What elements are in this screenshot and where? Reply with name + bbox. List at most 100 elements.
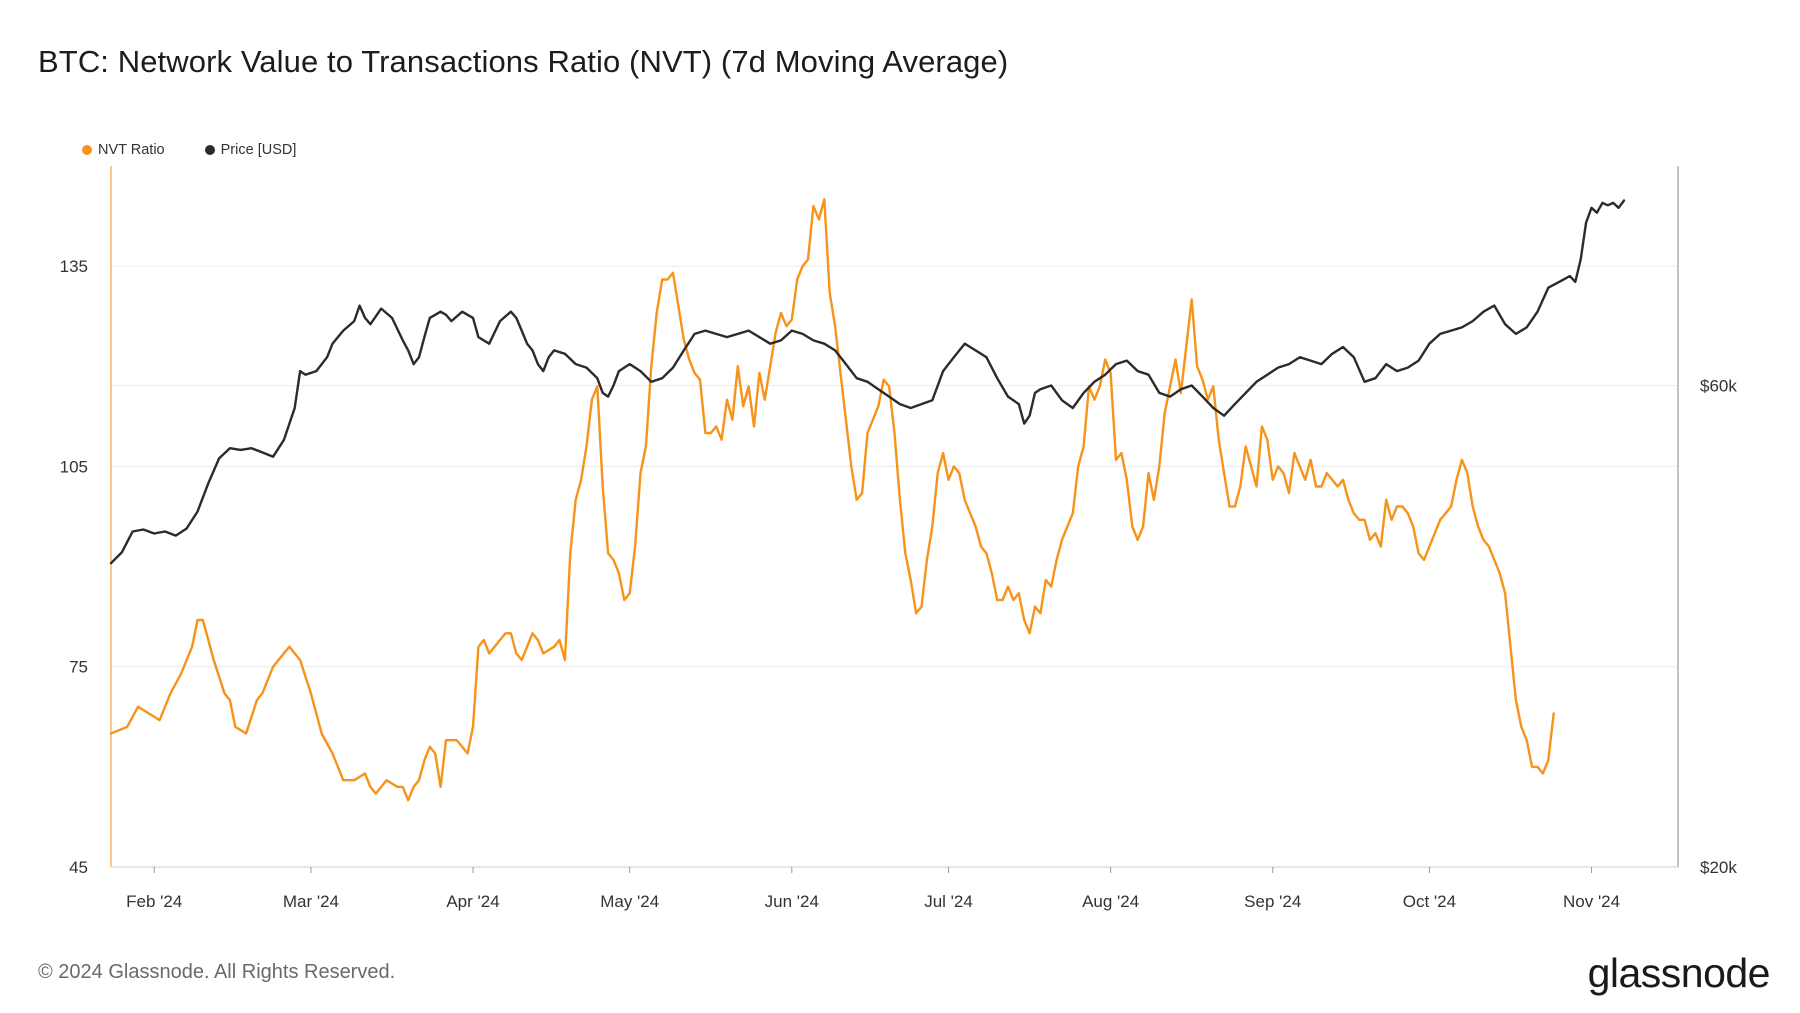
y-right-tick-label: $20k xyxy=(1700,858,1737,877)
nvt-point xyxy=(996,599,998,601)
glassnode-logo[interactable]: glassnode xyxy=(1587,950,1771,996)
nvt-point xyxy=(1093,398,1095,400)
nvt-point xyxy=(1509,645,1511,647)
nvt-point xyxy=(828,292,830,294)
nvt-point xyxy=(369,786,371,788)
nvt-point xyxy=(321,732,323,734)
nvt-point xyxy=(1153,499,1155,501)
nvt-point xyxy=(1088,385,1090,387)
nvt-point xyxy=(488,652,490,654)
price-point xyxy=(888,395,890,397)
nvt-point xyxy=(1390,519,1392,521)
nvt-point xyxy=(385,779,387,781)
legend-item-nvt[interactable]: NVT Ratio xyxy=(82,142,165,158)
nvt-point xyxy=(845,418,847,420)
price-point xyxy=(1407,366,1409,368)
price-point xyxy=(910,407,912,409)
nvt-point xyxy=(1461,459,1463,461)
nvt-point xyxy=(683,338,685,340)
nvt-point xyxy=(1115,459,1117,461)
nvt-point xyxy=(1531,766,1533,768)
nvt-point xyxy=(931,525,933,527)
price-point xyxy=(866,381,868,383)
x-tick-label: Sep '24 xyxy=(1244,892,1301,911)
price-points xyxy=(110,199,1625,564)
nvt-point xyxy=(1126,479,1128,481)
nvt-point xyxy=(229,699,231,701)
y-right-tick-label: $60k xyxy=(1700,376,1737,395)
price-point xyxy=(812,339,814,341)
nvt-point xyxy=(910,579,912,581)
nvt-point xyxy=(882,378,884,380)
nvt-point xyxy=(742,405,744,407)
legend-item-price[interactable]: Price [USD] xyxy=(204,142,296,158)
nvt-point xyxy=(1158,465,1160,467)
price-point xyxy=(602,392,604,394)
nvt-point xyxy=(1342,479,1344,481)
nvt-point xyxy=(1266,439,1268,441)
price-point xyxy=(855,377,857,379)
nvt-point xyxy=(1282,472,1284,474)
nvt-point xyxy=(1028,632,1030,634)
nvt-point xyxy=(1072,512,1074,514)
nvt-point xyxy=(1288,492,1290,494)
nvt-point xyxy=(158,719,160,721)
nvt-point xyxy=(553,645,555,647)
nvt-point xyxy=(299,659,301,661)
price-point xyxy=(1331,353,1333,355)
price-point xyxy=(1396,370,1398,372)
nvt-point xyxy=(1504,592,1506,594)
nvt-point xyxy=(1401,505,1403,507)
price-point xyxy=(1028,415,1030,417)
price-point xyxy=(1277,366,1279,368)
price-point xyxy=(942,370,944,372)
nvt-point xyxy=(839,372,841,374)
nvt-point xyxy=(1331,479,1333,481)
nvt-point xyxy=(1201,378,1203,380)
nvt-point xyxy=(899,499,901,501)
nvt-point xyxy=(650,365,652,367)
price-point xyxy=(1072,407,1074,409)
nvt-point xyxy=(1466,472,1468,474)
nvt-point xyxy=(693,372,695,374)
nvt-point xyxy=(764,398,766,400)
price-point xyxy=(747,329,749,331)
price-point xyxy=(683,349,685,351)
nvt-point xyxy=(607,552,609,554)
price-point xyxy=(294,407,296,409)
price-point xyxy=(1223,415,1225,417)
price-point xyxy=(326,356,328,358)
nvt-point xyxy=(1207,398,1209,400)
price-point xyxy=(450,320,452,322)
nvt-point xyxy=(402,786,404,788)
nvt-point xyxy=(1104,358,1106,360)
nvt-point xyxy=(1136,539,1138,541)
nvt-point xyxy=(1315,485,1317,487)
nvt-point xyxy=(261,692,263,694)
nvt-point xyxy=(807,258,809,260)
price-point xyxy=(1158,392,1160,394)
nvt-point xyxy=(310,692,312,694)
price-point xyxy=(996,377,998,379)
price-point xyxy=(1023,422,1025,424)
nvt-point xyxy=(456,739,458,741)
nvt-point xyxy=(623,599,625,601)
price-point xyxy=(488,343,490,345)
nvt-point xyxy=(677,305,679,307)
nvt-point xyxy=(558,639,560,641)
price-point xyxy=(737,333,739,335)
price-point xyxy=(1126,359,1128,361)
nvt-point xyxy=(439,786,441,788)
price-point xyxy=(283,439,285,441)
x-tick-label: Feb '24 xyxy=(126,892,182,911)
nvt-point xyxy=(591,398,593,400)
price-point xyxy=(520,329,522,331)
nvt-point xyxy=(564,659,566,661)
price-point xyxy=(1061,399,1063,401)
nvt-point xyxy=(277,659,279,661)
price-point xyxy=(801,333,803,335)
price-point xyxy=(229,447,231,449)
y-left-tick-label: 105 xyxy=(60,457,88,476)
price-point xyxy=(472,317,474,319)
